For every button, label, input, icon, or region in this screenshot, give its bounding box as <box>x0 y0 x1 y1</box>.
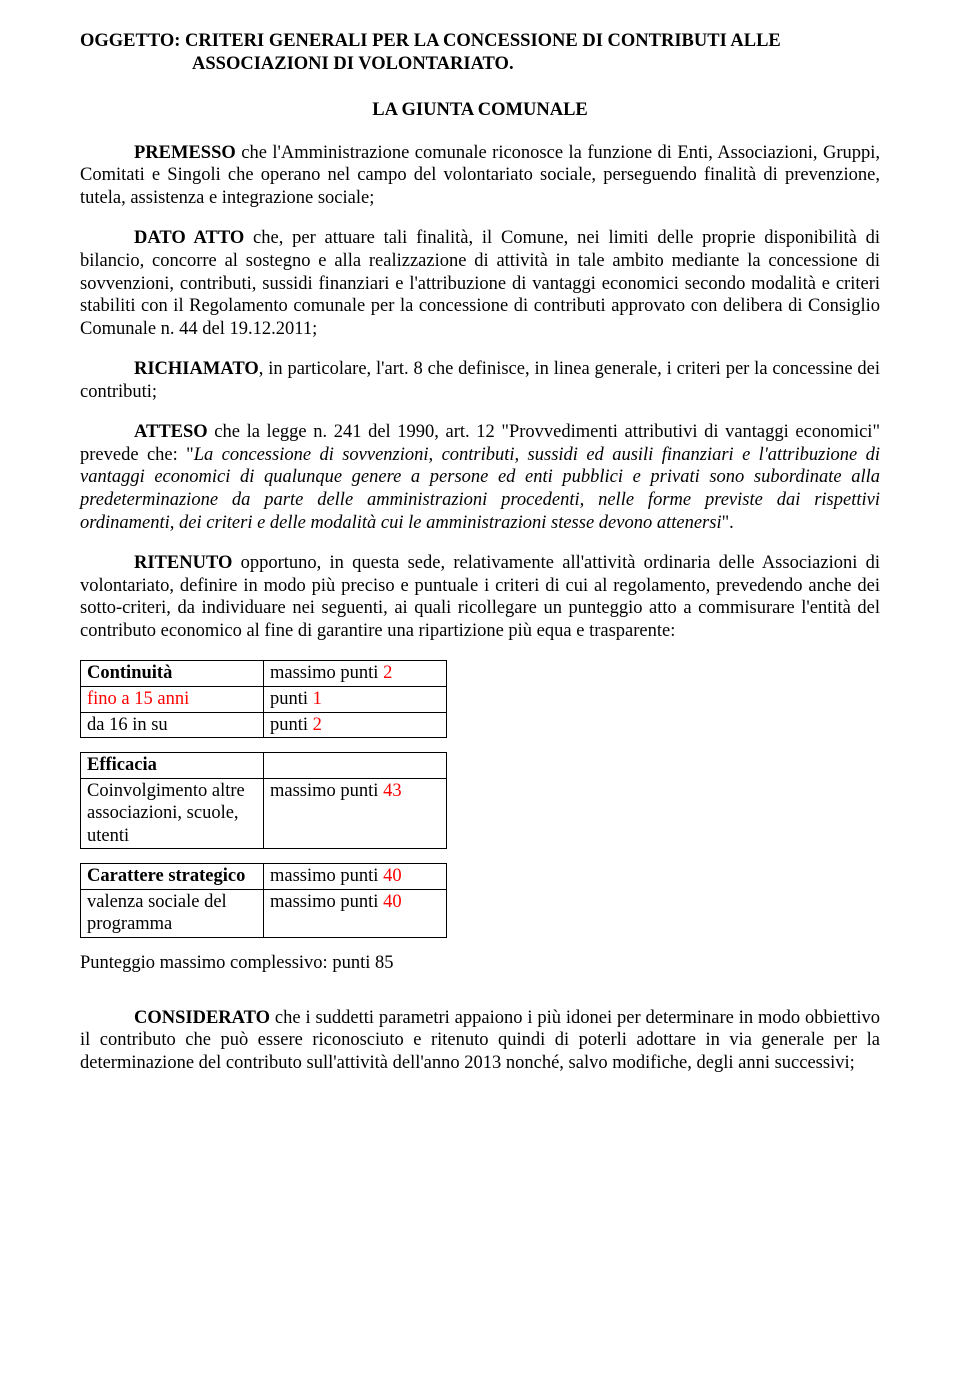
cell-valenza: valenza sociale del programma <box>81 889 264 937</box>
cell-text: massimo punti <box>270 663 383 683</box>
lead-dato-atto: DATO ATTO <box>134 228 244 248</box>
lead-atteso: ATTESO <box>134 422 208 442</box>
cell-value: 43 <box>383 781 402 801</box>
cell-da16-val: punti 2 <box>264 712 447 738</box>
subject-label: OGGETTO: <box>80 31 180 51</box>
cell-fino15: fino a 15 anni <box>81 686 264 712</box>
cell-text: massimo punti <box>270 781 383 801</box>
cell-value: 2 <box>383 663 392 683</box>
cell-efficacia-empty <box>264 753 447 779</box>
table-carattere: Carattere strategico massimo punti 40 va… <box>80 863 447 938</box>
cell-efficacia-header: Efficacia <box>81 753 264 779</box>
cell-coinvolgimento: Coinvolgimento altre associazioni, scuol… <box>81 778 264 849</box>
lead-richiamato: RICHIAMATO <box>134 359 259 379</box>
cell-continuita-header: Continuità <box>81 661 264 687</box>
paragraph-premesso: PREMESSO che l'Amministrazione comunale … <box>80 142 880 210</box>
table-efficacia: Efficacia Coinvolgimento altre associazi… <box>80 752 447 849</box>
lead-considerato: CONSIDERATO <box>134 1008 270 1028</box>
table-row: Coinvolgimento altre associazioni, scuol… <box>81 778 447 849</box>
subject-line2: ASSOCIAZIONI DI VOLONTARIATO. <box>80 53 880 76</box>
paragraph-richiamato: RICHIAMATO, in particolare, l'art. 8 che… <box>80 358 880 403</box>
text-atteso-italic: La concessione di sovvenzioni, contribut… <box>80 445 880 533</box>
cell-value: 40 <box>383 892 402 912</box>
table-row: Continuità massimo punti 2 <box>81 661 447 687</box>
lead-ritenuto: RITENUTO <box>134 553 232 573</box>
lead-premesso: PREMESSO <box>134 143 236 163</box>
subject-block: OGGETTO: CRITERI GENERALI PER LA CONCESS… <box>80 30 880 75</box>
cell-da16: da 16 in su <box>81 712 264 738</box>
cell-coinvolgimento-val: massimo punti 43 <box>264 778 447 849</box>
table-row: fino a 15 anni punti 1 <box>81 686 447 712</box>
table-row: valenza sociale del programma massimo pu… <box>81 889 447 937</box>
paragraph-dato-atto: DATO ATTO che, per attuare tali finalità… <box>80 227 880 340</box>
cell-text: massimo punti <box>270 892 383 912</box>
subject-line1: CRITERI GENERALI PER LA CONCESSIONE DI C… <box>185 31 781 51</box>
total-score: Punteggio massimo complessivo: punti 85 <box>80 952 880 975</box>
cell-text: massimo punti <box>270 866 383 886</box>
main-heading: LA GIUNTA COMUNALE <box>80 99 880 122</box>
page: OGGETTO: CRITERI GENERALI PER LA CONCESS… <box>0 0 960 1382</box>
cell-valenza-val: massimo punti 40 <box>264 889 447 937</box>
cell-carattere-val: massimo punti 40 <box>264 864 447 890</box>
table-row: Efficacia <box>81 753 447 779</box>
cell-value: 1 <box>313 689 322 709</box>
text-atteso-end: ". <box>722 513 734 533</box>
cell-text: punti <box>270 689 313 709</box>
table-row: Carattere strategico massimo punti 40 <box>81 864 447 890</box>
paragraph-atteso: ATTESO che la legge n. 241 del 1990, art… <box>80 421 880 534</box>
table-row: da 16 in su punti 2 <box>81 712 447 738</box>
cell-text: punti <box>270 715 313 735</box>
cell-continuita-max: massimo punti 2 <box>264 661 447 687</box>
cell-carattere-header: Carattere strategico <box>81 864 264 890</box>
paragraph-ritenuto: RITENUTO opportuno, in questa sede, rela… <box>80 552 880 642</box>
cell-value: 2 <box>313 715 322 735</box>
cell-value: 40 <box>383 866 402 886</box>
cell-fino15-val: punti 1 <box>264 686 447 712</box>
table-continuita: Continuità massimo punti 2 fino a 15 ann… <box>80 660 447 738</box>
paragraph-considerato: CONSIDERATO che i suddetti parametri app… <box>80 1007 880 1075</box>
